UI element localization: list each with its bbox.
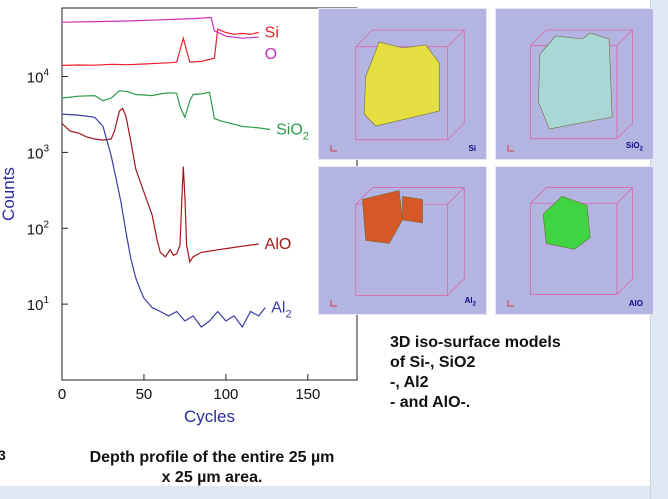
iso-surface-caption: 3D iso-surface models of Si-, SiO2 -, Al… xyxy=(390,333,640,413)
iso-caption-line-1: 3D iso-surface models xyxy=(390,334,561,351)
x-tick-label: 100 xyxy=(213,386,238,403)
depth-caption-line-1: Depth profile of the entire 25 µm xyxy=(89,449,335,466)
series-label-sio: SiO2 xyxy=(276,122,309,143)
iso-panel-alo: AlO xyxy=(495,166,654,315)
series-label-al: Al2 xyxy=(271,300,291,321)
iso-surface-shape xyxy=(363,41,440,127)
iso-caption-line-4: - and AlO-. xyxy=(390,394,471,411)
depth-profile-caption: Depth profile of the entire 25 µm x 25 µ… xyxy=(56,448,368,488)
iso-panel-al2: Al2 xyxy=(318,166,487,315)
y-tick-label: 102 xyxy=(27,219,50,238)
iso-panel-drawing xyxy=(330,187,465,307)
figure-number: 3 xyxy=(0,447,6,463)
iso-panel-label: Al2 xyxy=(464,296,476,308)
series-label-alo: AlO xyxy=(265,236,292,253)
axis-triad-icon xyxy=(507,145,514,152)
series-line-si xyxy=(61,28,259,66)
axis-triad-icon xyxy=(330,145,337,152)
iso-panel-sio2: SiO2 xyxy=(495,8,654,160)
iso-panel-label: Si xyxy=(468,144,476,153)
iso-caption-line-2: of Si-, SiO2 xyxy=(390,354,476,371)
bounding-box-wireframe xyxy=(355,187,465,296)
iso-panel-si: Si xyxy=(318,8,487,160)
series-label-si: Si xyxy=(265,25,279,42)
plot-area xyxy=(61,7,358,381)
bounding-box-wireframe xyxy=(530,187,633,295)
x-tick-label: 150 xyxy=(295,386,320,403)
series-line-alo xyxy=(61,107,259,264)
y-tick-label: 104 xyxy=(27,68,50,87)
axis-triad-icon xyxy=(507,300,514,307)
bounding-box-wireframe xyxy=(355,29,465,141)
iso-surface-shape xyxy=(538,32,613,130)
iso-panel-drawing xyxy=(507,187,633,307)
iso-caption-line-3: -, Al2 xyxy=(390,374,429,391)
iso-panel-drawing xyxy=(330,29,465,152)
frame-bottom-border xyxy=(0,486,668,499)
y-tick-label: 101 xyxy=(27,295,50,314)
iso-panel-label-subscript: 2 xyxy=(472,302,476,308)
iso-surface-shape xyxy=(362,190,423,244)
x-axis-title: Cycles xyxy=(184,407,235,426)
iso-panel-label: AlO xyxy=(628,299,643,308)
depth-profile-chart: 0 50 100 150 101 102 103 104 Si O SiO2 AlO Al2 Cycle… xyxy=(0,7,358,426)
x-tick-label: 0 xyxy=(58,386,66,403)
y-tick-label: 103 xyxy=(27,143,50,162)
axis-triad-icon xyxy=(330,300,337,307)
y-axis-title: Counts xyxy=(0,167,18,221)
iso-surface-shape xyxy=(542,196,591,250)
series-line-o xyxy=(61,16,259,39)
iso-panel-drawing xyxy=(507,29,633,152)
iso-panel-label: SiO2 xyxy=(625,141,643,153)
series-line-sio xyxy=(61,90,271,131)
series-line-al xyxy=(61,113,266,329)
frame-right-border xyxy=(651,0,668,499)
series-label-o: O xyxy=(265,46,277,63)
iso-panel-label-subscript: 2 xyxy=(639,147,643,153)
x-tick-label: 50 xyxy=(136,386,153,403)
bounding-box-wireframe xyxy=(530,29,633,140)
depth-caption-line-2: x 25 µm area. xyxy=(161,469,263,486)
